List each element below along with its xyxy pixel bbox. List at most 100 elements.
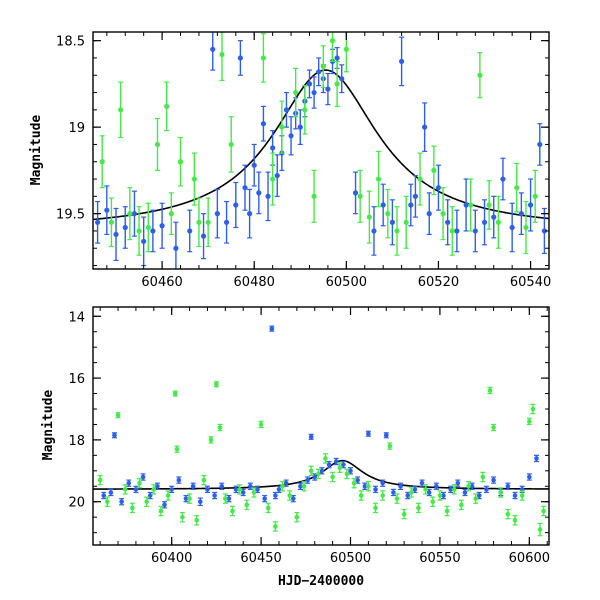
data-marker: [302, 107, 308, 113]
top-series0-point-19: [256, 171, 262, 215]
data-marker: [403, 219, 409, 225]
bottom-series1-point-4: [129, 502, 135, 514]
top-series0-point-28: [297, 109, 303, 146]
bottom-plot-area: [93, 325, 549, 537]
data-marker: [527, 419, 532, 424]
top-series1-point-36: [477, 52, 483, 99]
data-marker: [154, 141, 161, 148]
bottom-series1-point-11: [174, 445, 180, 453]
data-marker: [541, 508, 546, 514]
data-marker: [527, 202, 534, 208]
top-series1-point-27: [375, 150, 382, 208]
data-marker: [387, 443, 393, 449]
bottom-panel: 60400 60450 60500 60550 60600 14 16 18 20 Magnit…: [41, 306, 550, 589]
top-axis-ticks: 60460 60480 60500 60520 60540 18.5 19 19.5: [56, 32, 551, 290]
data-marker: [500, 176, 506, 182]
data-marker: [519, 493, 525, 498]
data-marker: [316, 69, 322, 75]
data-marker: [351, 480, 357, 486]
top-series1-point-21: [320, 45, 326, 88]
bottom-series1-point-0: [97, 474, 103, 486]
data-marker: [334, 55, 340, 61]
bottom-series0-point-6: [140, 473, 146, 481]
data-marker: [509, 224, 515, 231]
bottom-series0-point-41: [373, 485, 379, 494]
bottom-series1-point-46: [415, 502, 421, 514]
top-series0-point-46: [426, 192, 432, 236]
data-marker: [532, 193, 538, 199]
bottom-y-tick-label: 16: [68, 372, 85, 387]
data-marker: [194, 517, 200, 523]
bottom-series0-point-3: [119, 498, 125, 506]
bottom-series0-point-1: [108, 488, 114, 497]
data-marker: [518, 211, 524, 217]
data-marker: [329, 38, 336, 44]
top-series1-point-40: [523, 200, 529, 255]
bottom-series0-point-48: [419, 479, 425, 487]
data-marker: [205, 219, 211, 225]
data-marker: [217, 425, 223, 430]
top-series1-point-1: [108, 197, 115, 248]
data-marker: [437, 493, 443, 498]
bottom-series0-point-13: [190, 482, 196, 490]
bottom-series0-point-51: [440, 491, 446, 500]
data-marker: [505, 483, 511, 489]
top-plot-area: [93, 32, 549, 269]
top-series0-point-34: [325, 72, 331, 106]
data-marker: [122, 224, 128, 231]
data-marker: [172, 391, 178, 396]
top-series0-point-37: [339, 64, 345, 94]
data-marker: [112, 432, 117, 438]
top-series1-point-30: [403, 195, 409, 249]
bottom-series1-point-18: [217, 423, 223, 432]
bottom-series0-point-60: [505, 482, 511, 490]
bottom-series1-point-51: [451, 484, 457, 495]
top-series1-point-38: [495, 195, 501, 249]
data-marker: [491, 477, 496, 483]
bottom-x-tick-label: 60550: [419, 551, 460, 566]
data-marker: [373, 487, 378, 492]
data-marker: [389, 219, 395, 225]
data-marker: [279, 124, 285, 130]
bottom-series0-point-44: [390, 488, 396, 497]
data-marker: [130, 505, 135, 511]
top-series1-point-12: [205, 197, 211, 248]
data-marker: [383, 432, 389, 438]
top-series1-point-13: [219, 32, 225, 82]
data-marker: [258, 422, 264, 427]
bottom-series0-point-4: [126, 479, 132, 487]
bottom-series1-point-52: [458, 499, 464, 511]
data-marker: [530, 406, 536, 412]
data-marker: [251, 162, 257, 168]
top-y-axis-label: Magnitude: [29, 115, 44, 186]
top-series1-point-4: [136, 206, 142, 256]
bottom-series1-point-50: [444, 505, 450, 517]
bottom-series1-point-29: [294, 511, 300, 523]
data-marker: [228, 141, 234, 148]
top-series0-point-3: [122, 206, 128, 249]
data-marker: [431, 167, 437, 173]
bottom-series0-point-61: [512, 491, 518, 500]
data-marker: [141, 238, 147, 244]
data-marker: [380, 202, 386, 208]
top-series0-point-18: [251, 143, 257, 187]
bottom-series1-point-16: [208, 436, 214, 444]
data-marker: [454, 228, 460, 234]
bottom-series1-point-45: [408, 487, 414, 498]
bottom-series1-point-8: [158, 505, 164, 517]
data-marker: [512, 493, 518, 498]
data-marker: [306, 81, 313, 87]
top-series1-point-0: [99, 135, 105, 189]
top-series1-point-14: [228, 116, 234, 173]
data-marker: [233, 487, 239, 492]
data-marker: [451, 487, 457, 492]
bottom-model-curve: [93, 459, 549, 490]
data-marker: [196, 219, 202, 225]
data-marker: [495, 219, 501, 225]
top-series1-point-16: [270, 152, 276, 206]
top-series1-point-28: [385, 188, 391, 239]
bottom-series0-point-24: [269, 325, 275, 332]
bottom-series0-point-10: [169, 485, 175, 494]
data-marker: [308, 434, 314, 440]
